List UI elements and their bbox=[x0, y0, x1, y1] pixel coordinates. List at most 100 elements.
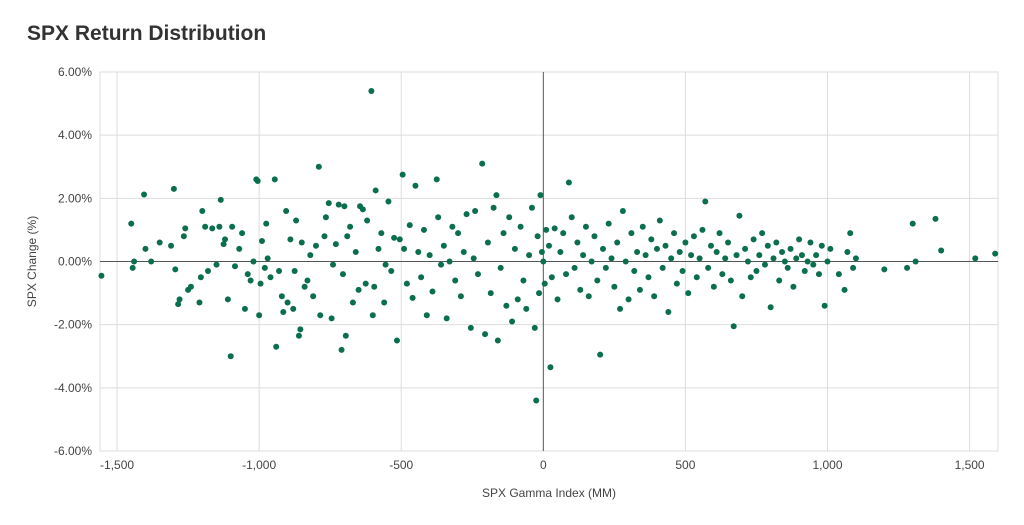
data-point bbox=[452, 277, 459, 284]
data-point bbox=[764, 242, 771, 249]
data-point bbox=[614, 239, 621, 246]
data-point bbox=[810, 261, 817, 268]
data-point bbox=[497, 264, 504, 271]
data-point bbox=[617, 305, 624, 312]
data-point bbox=[671, 230, 678, 237]
data-point bbox=[209, 225, 216, 232]
data-point bbox=[591, 233, 598, 240]
data-point bbox=[611, 283, 618, 290]
data-point bbox=[818, 242, 825, 249]
data-points bbox=[98, 87, 999, 404]
data-point bbox=[267, 274, 274, 281]
data-point bbox=[608, 255, 615, 262]
data-point bbox=[798, 252, 805, 259]
data-point bbox=[565, 179, 572, 186]
data-point bbox=[332, 241, 339, 248]
data-point bbox=[224, 296, 231, 303]
data-point bbox=[815, 271, 822, 278]
data-point bbox=[474, 271, 481, 278]
data-point bbox=[368, 87, 375, 94]
data-point bbox=[283, 207, 290, 214]
data-point bbox=[315, 163, 322, 170]
tick-labels: 6.00% 4.00% 2.00% 0.00% -2.00% -4.00% -6.00% -1… bbox=[54, 65, 985, 472]
data-point bbox=[341, 203, 348, 210]
data-point bbox=[291, 267, 298, 274]
data-point bbox=[639, 223, 646, 230]
data-point bbox=[528, 204, 535, 211]
data-point bbox=[722, 255, 729, 262]
data-point bbox=[493, 192, 500, 199]
data-point bbox=[204, 267, 211, 274]
data-point bbox=[271, 176, 278, 183]
data-point bbox=[420, 226, 427, 233]
data-point bbox=[659, 264, 666, 271]
data-point bbox=[852, 255, 859, 262]
data-point bbox=[536, 290, 543, 297]
data-point bbox=[381, 299, 388, 306]
data-point bbox=[520, 277, 527, 284]
y-axis-label: SPX Change (%) bbox=[25, 216, 39, 307]
data-point bbox=[779, 249, 786, 256]
data-point bbox=[241, 305, 248, 312]
y-tick-label: 4.00% bbox=[58, 128, 92, 142]
data-point bbox=[653, 245, 660, 252]
data-point bbox=[216, 223, 223, 230]
data-point bbox=[733, 252, 740, 259]
data-point bbox=[239, 230, 246, 237]
data-point bbox=[813, 252, 820, 259]
y-tick-label: 2.00% bbox=[58, 191, 92, 205]
x-tick-label: 1,500 bbox=[955, 458, 985, 472]
data-point bbox=[551, 225, 558, 232]
data-point bbox=[699, 226, 706, 233]
y-tick-label: 6.00% bbox=[58, 65, 92, 79]
data-point bbox=[293, 217, 300, 224]
data-point bbox=[580, 252, 587, 259]
data-point bbox=[540, 258, 547, 265]
data-point bbox=[344, 233, 351, 240]
zero-axes bbox=[100, 72, 998, 451]
data-point bbox=[554, 296, 561, 303]
data-point bbox=[258, 237, 265, 244]
data-point bbox=[844, 249, 851, 256]
x-tick-label: 1,000 bbox=[812, 458, 842, 472]
data-point bbox=[881, 266, 888, 273]
data-point bbox=[538, 249, 545, 256]
data-point bbox=[651, 293, 658, 300]
x-tick-label: 500 bbox=[675, 458, 695, 472]
data-point bbox=[273, 343, 280, 350]
data-point bbox=[287, 236, 294, 243]
data-point bbox=[560, 230, 567, 237]
data-point bbox=[330, 261, 337, 268]
data-point bbox=[347, 223, 354, 230]
data-point bbox=[631, 267, 638, 274]
data-point bbox=[362, 280, 369, 287]
data-point bbox=[455, 230, 462, 237]
data-point bbox=[742, 245, 749, 252]
data-point bbox=[744, 258, 751, 265]
data-point bbox=[298, 239, 305, 246]
data-point bbox=[776, 277, 783, 284]
data-point bbox=[244, 271, 251, 278]
data-point bbox=[585, 293, 592, 300]
y-tick-label: -2.00% bbox=[54, 318, 92, 332]
data-point bbox=[716, 230, 723, 237]
data-point bbox=[472, 207, 479, 214]
data-point bbox=[231, 263, 238, 270]
y-tick-label: -4.00% bbox=[54, 381, 92, 395]
data-point bbox=[793, 255, 800, 262]
data-point bbox=[531, 324, 538, 331]
data-point bbox=[371, 283, 378, 290]
data-point bbox=[433, 176, 440, 183]
data-point bbox=[236, 245, 243, 252]
data-point bbox=[378, 230, 385, 237]
data-point bbox=[546, 242, 552, 249]
data-point bbox=[131, 258, 138, 265]
data-point bbox=[396, 236, 403, 243]
data-point bbox=[682, 239, 689, 246]
data-point bbox=[537, 192, 544, 199]
data-point bbox=[375, 245, 382, 252]
data-point bbox=[750, 236, 757, 243]
data-point bbox=[142, 245, 149, 252]
data-point bbox=[517, 223, 524, 230]
data-point bbox=[213, 261, 220, 268]
